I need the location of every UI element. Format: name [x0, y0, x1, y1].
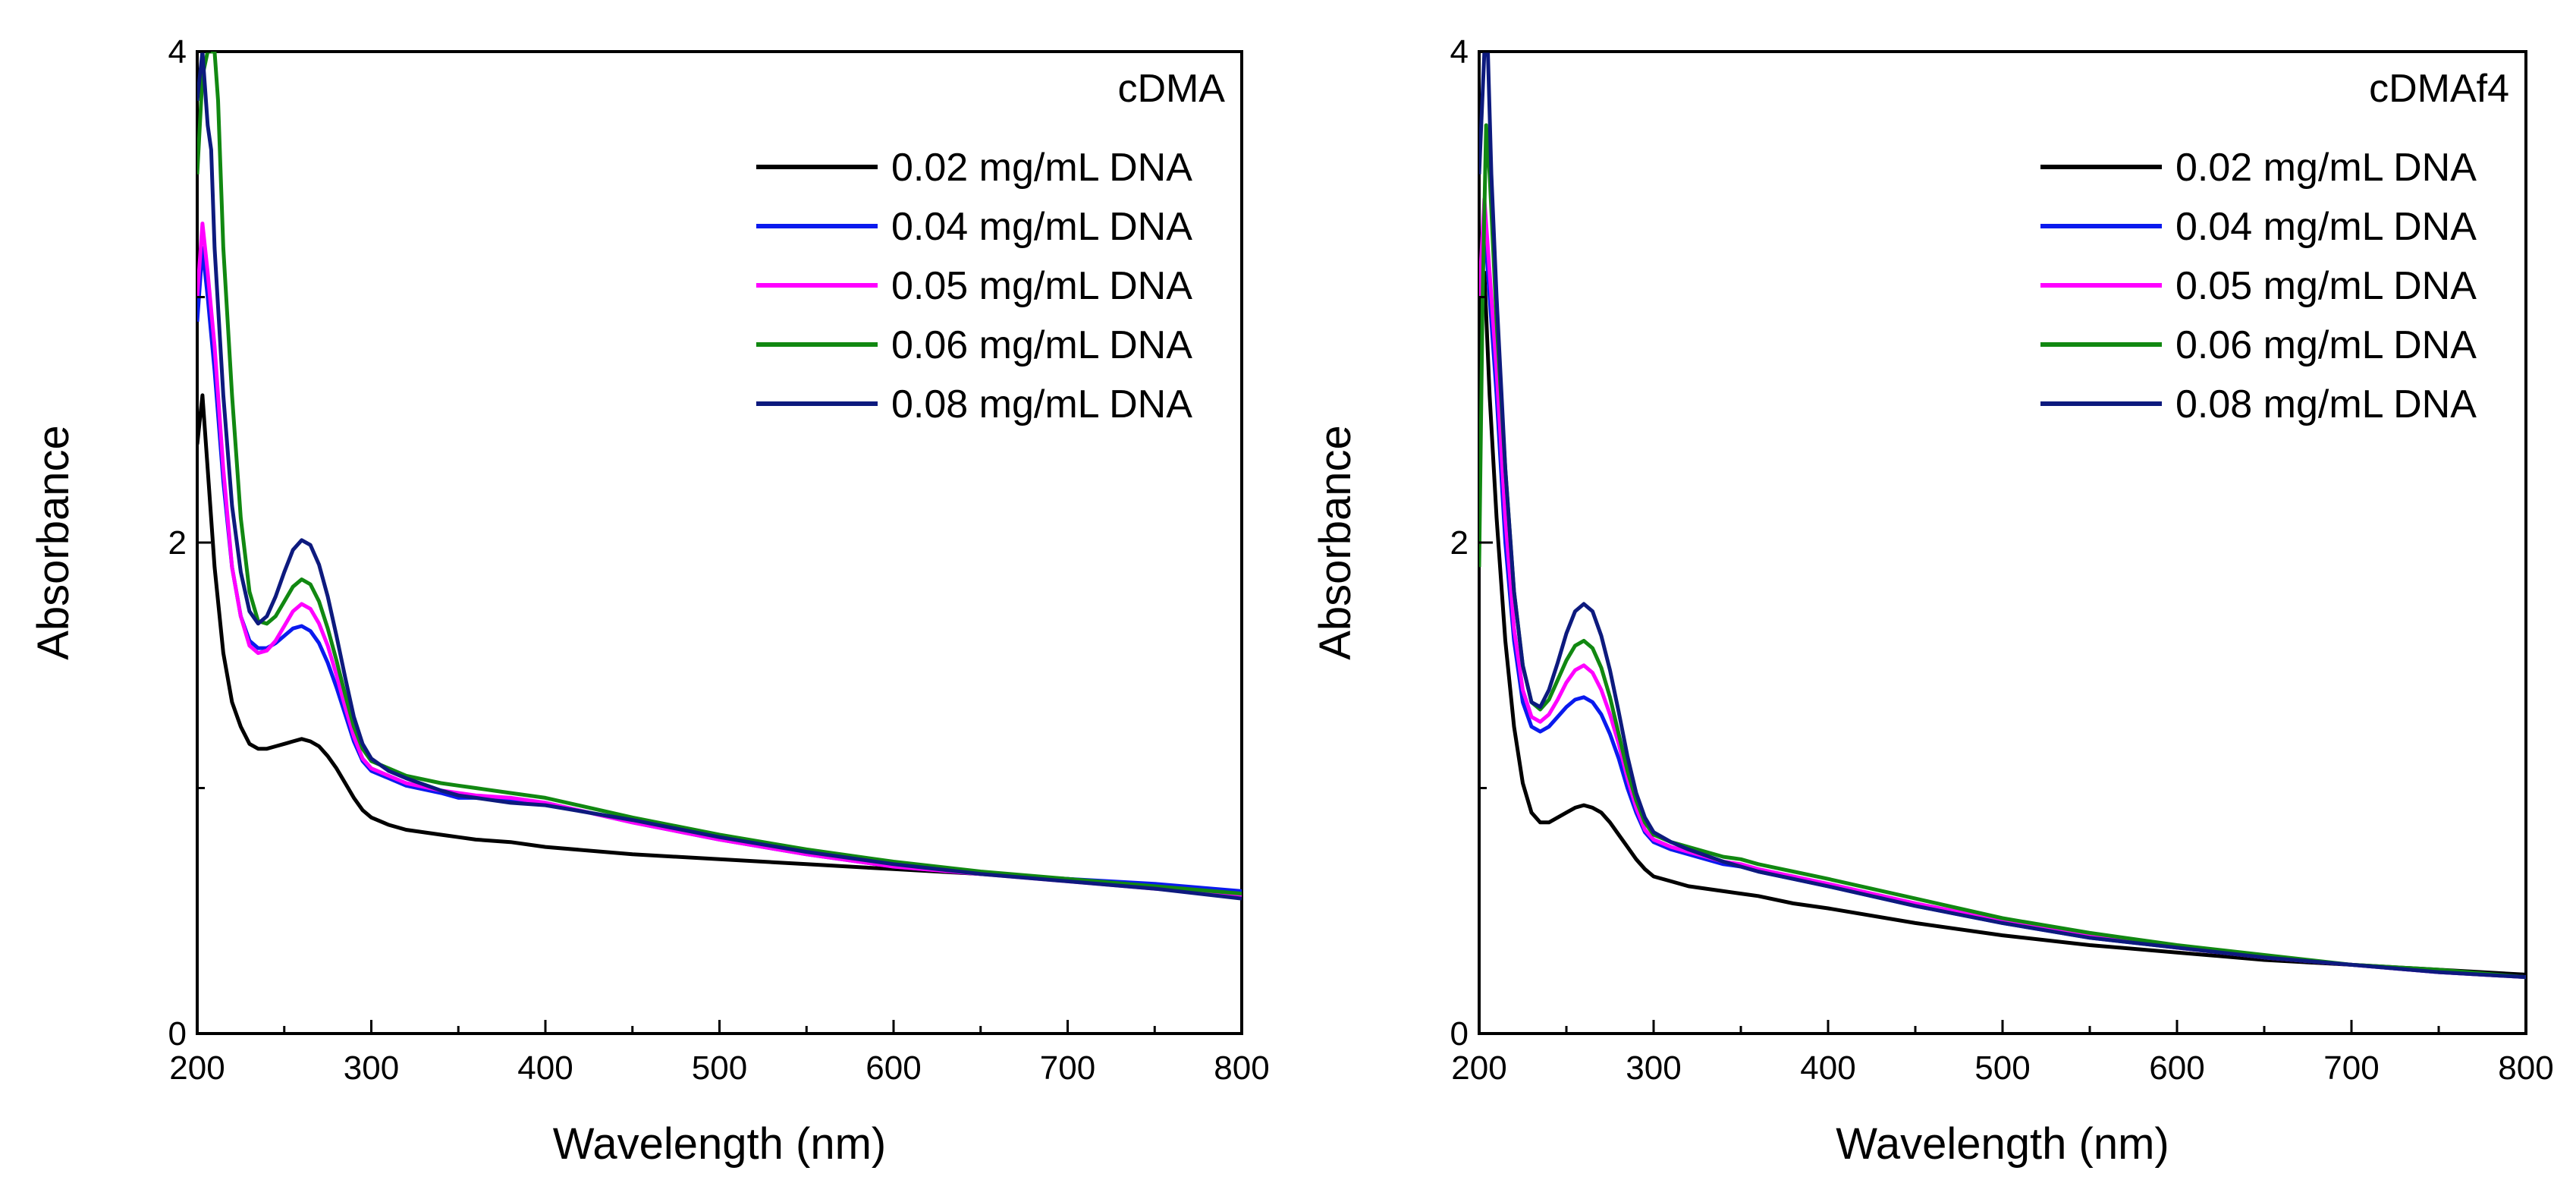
legend-item: 0.04 mg/mL DNA	[2040, 205, 2477, 249]
x-tick-label: 700	[1040, 1049, 1095, 1087]
legend-label: 0.05 mg/mL DNA	[2175, 264, 2477, 308]
x-tick-label: 300	[1626, 1049, 1681, 1087]
legend-item: 0.04 mg/mL DNA	[756, 205, 1192, 249]
legend-label: 0.04 mg/mL DNA	[2175, 205, 2477, 249]
x-tick-label: 800	[1214, 1049, 1269, 1087]
series-line-3	[1479, 197, 2526, 980]
series-line-1	[197, 393, 1242, 896]
y-axis-label: Absorbance	[29, 425, 78, 660]
y-axis-label: Absorbance	[1311, 425, 1360, 660]
legend-item: 0.06 mg/mL DNA	[756, 323, 1192, 367]
legend-label: 0.02 mg/mL DNA	[891, 146, 1192, 190]
y-tick-label: 0	[168, 1015, 187, 1053]
legend-label: 0.06 mg/mL DNA	[891, 323, 1192, 367]
series-line-5	[1479, 52, 2526, 980]
x-axis-label: Wavelength (nm)	[553, 1119, 886, 1169]
chart-panel-1: 200 300 400 500 600 700 800 0 2 4 cDMA Wavelengt…	[29, 33, 1270, 1169]
legend-item: 0.08 mg/mL DNA	[756, 382, 1192, 426]
series-line-4	[197, 52, 1242, 896]
legend-label: 0.08 mg/mL DNA	[891, 382, 1192, 426]
x-tick-label: 600	[865, 1049, 921, 1087]
legend-item: 0.05 mg/mL DNA	[756, 264, 1192, 308]
legend-item: 0.02 mg/mL DNA	[756, 146, 1192, 190]
x-tick-label: 800	[2498, 1049, 2553, 1087]
y-tick-label: 2	[1450, 524, 1469, 562]
x-tick-label: 500	[1974, 1049, 2030, 1087]
legend-item: 0.08 mg/mL DNA	[2040, 382, 2477, 426]
x-tick-label: 200	[169, 1049, 225, 1087]
legend: 0.02 mg/mL DNA 0.04 mg/mL DNA 0.05 mg/mL…	[756, 146, 1192, 426]
series-line-3	[197, 222, 1242, 898]
legend-label: 0.04 mg/mL DNA	[891, 205, 1192, 249]
panel-title: cDMAf4	[2369, 67, 2509, 111]
legend-item: 0.05 mg/mL DNA	[2040, 264, 2477, 308]
x-tick-label: 300	[344, 1049, 399, 1087]
legend-label: 0.06 mg/mL DNA	[2175, 323, 2477, 367]
x-tick-label: 400	[517, 1049, 573, 1087]
x-tick-label: 600	[2149, 1049, 2204, 1087]
x-tick-label: 200	[1451, 1049, 1506, 1087]
x-tick-label: 400	[1800, 1049, 1855, 1087]
legend-label: 0.02 mg/mL DNA	[2175, 146, 2477, 190]
series-line-1	[1479, 270, 2526, 977]
y-tick-label: 4	[1450, 33, 1469, 71]
legend-item: 0.06 mg/mL DNA	[2040, 323, 2477, 367]
x-tick-label: 500	[692, 1049, 747, 1087]
panel-title: cDMA	[1117, 67, 1225, 111]
y-tick-label: 4	[168, 33, 187, 71]
chart-panel-2: 200 300 400 500 600 700 800 0 2 4 cDMAf4 Wavelen…	[1311, 33, 2554, 1169]
x-axis-label: Wavelength (nm)	[1836, 1119, 2169, 1169]
legend-label: 0.08 mg/mL DNA	[2175, 382, 2477, 426]
legend-item: 0.02 mg/mL DNA	[2040, 146, 2477, 190]
y-tick-label: 0	[1450, 1015, 1469, 1053]
series-line-5	[197, 52, 1242, 901]
x-tick-label: 700	[2323, 1049, 2379, 1087]
legend: 0.02 mg/mL DNA 0.04 mg/mL DNA 0.05 mg/mL…	[2040, 146, 2477, 426]
legend-label: 0.05 mg/mL DNA	[891, 264, 1192, 308]
y-tick-label: 2	[168, 524, 187, 562]
